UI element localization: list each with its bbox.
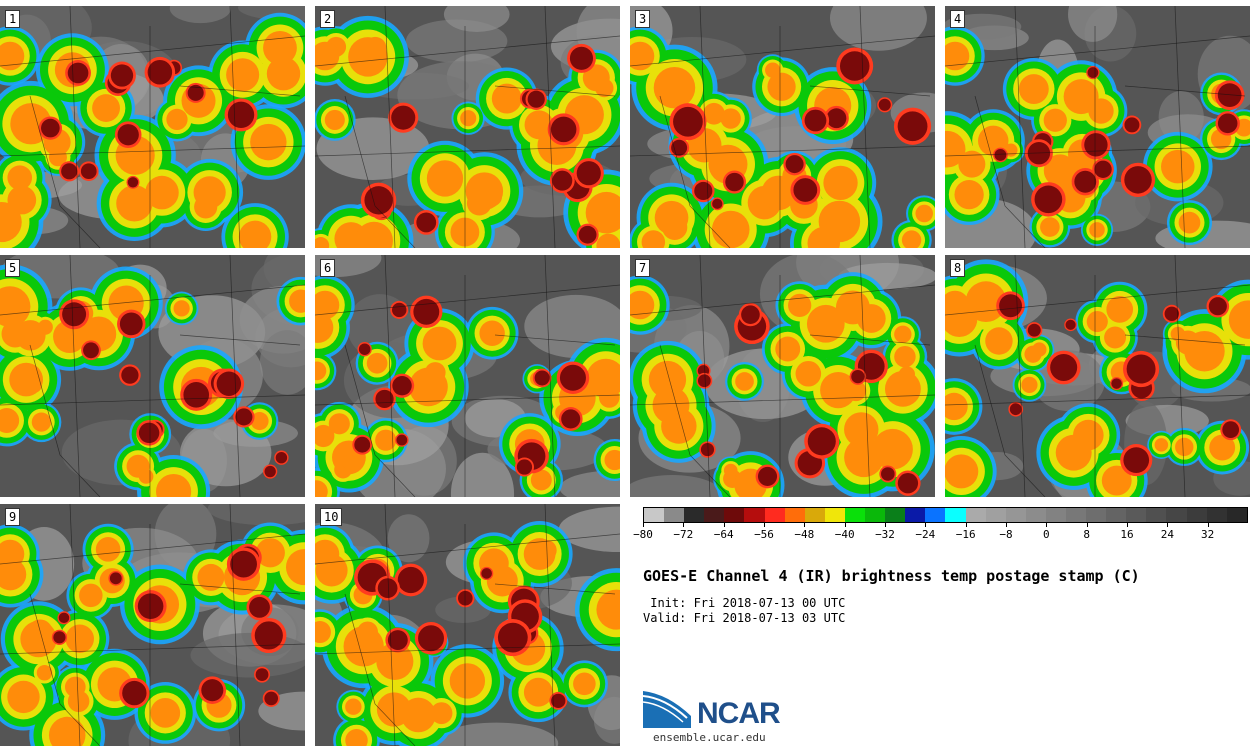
colorbar-segment [945, 508, 966, 522]
colorbar-segment [804, 508, 825, 522]
colorbar-tick [764, 523, 765, 527]
colorbar-tick-label: 32 [1201, 528, 1215, 541]
ir-satellite-map [0, 6, 305, 248]
colorbar-tick-label: −64 [713, 528, 734, 541]
colorbar-tick [844, 523, 846, 527]
colorbar-tick-label: −48 [794, 528, 815, 541]
colorbar-tick-label: −24 [915, 528, 936, 541]
colorbar-segment [1045, 508, 1066, 522]
ir-satellite-map [630, 6, 935, 248]
member-number-label: 10 [320, 508, 343, 526]
colorbar-tick [1207, 523, 1209, 527]
colorbar-segment [905, 508, 926, 522]
colorbar-tick [1127, 523, 1128, 527]
colorbar-tick [804, 523, 806, 527]
ensemble-member-panel: 5 [0, 255, 305, 497]
member-number-label: 1 [5, 10, 21, 28]
colorbar-segment [925, 508, 946, 522]
ensemble-member-panel: 7 [630, 255, 935, 497]
colorbar-segment [764, 508, 785, 522]
colorbar-segment [985, 508, 1006, 522]
colorbar-tick-label: −72 [673, 528, 694, 541]
site-url: ensemble.ucar.edu [653, 731, 766, 744]
ir-satellite-map [0, 504, 305, 746]
colorbar-ticks: −80 −72 −64 −56 −48 −40 −32 −24 −16 −8 0 8 16 24 32 [633, 523, 1248, 543]
colorbar-tick-label: −56 [754, 528, 774, 541]
ensemble-member-panel: 9 [0, 504, 305, 746]
temperature-colorbar [643, 507, 1248, 523]
colorbar-tick-label: −80 [633, 528, 653, 541]
member-number-label: 8 [950, 259, 966, 277]
colorbar-tick-label: −16 [955, 528, 976, 541]
member-number-label: 4 [950, 10, 966, 28]
colorbar-tick [925, 523, 927, 527]
colorbar-segment [1106, 508, 1127, 522]
ir-satellite-map [315, 255, 620, 497]
colorbar-segment [1206, 508, 1227, 522]
colorbar-segment [965, 508, 986, 522]
colorbar-tick [643, 523, 644, 527]
ensemble-member-panel: 10 [315, 504, 620, 746]
colorbar-tick [1046, 523, 1048, 527]
colorbar-segment [1005, 508, 1026, 522]
ncar-logo-swoosh-icon [643, 691, 691, 728]
ensemble-member-panel: 8 [945, 255, 1250, 497]
colorbar-segment [1226, 508, 1247, 522]
colorbar-tick-label: 8 [1083, 528, 1090, 541]
colorbar-tick-label: 24 [1160, 528, 1174, 541]
colorbar-segment [704, 508, 725, 522]
ir-satellite-map [315, 504, 620, 746]
colorbar-segment [1086, 508, 1107, 522]
colorbar-tick-label: 0 [1043, 528, 1050, 541]
member-number-label: 2 [320, 10, 336, 28]
ir-satellite-map [945, 255, 1250, 497]
colorbar-segment [844, 508, 866, 522]
colorbar-segment [865, 508, 886, 522]
figure-title: GOES-E Channel 4 (IR) brightness temp po… [643, 567, 1140, 585]
member-number-label: 5 [5, 259, 21, 277]
member-number-label: 9 [5, 508, 21, 526]
colorbar-tick-label: −40 [834, 528, 855, 541]
ir-satellite-map [315, 6, 620, 248]
ir-satellite-map [945, 6, 1250, 248]
colorbar-tick [683, 523, 685, 527]
colorbar-segment [784, 508, 805, 522]
colorbar-tick [885, 523, 886, 527]
colorbar-tick-label: −8 [999, 528, 1013, 541]
colorbar-tick [723, 523, 725, 527]
colorbar-segment [724, 508, 745, 522]
colorbar-segment [824, 508, 845, 522]
ensemble-member-panel: 2 [315, 6, 620, 248]
colorbar-segment [885, 508, 906, 522]
ensemble-member-panel: 3 [630, 6, 935, 248]
colorbar-segment [1065, 508, 1087, 522]
colorbar-segment [664, 508, 685, 522]
colorbar-tick-label: −32 [875, 528, 895, 541]
colorbar-segment [1146, 508, 1167, 522]
colorbar-segment [644, 508, 665, 522]
colorbar-tick [965, 523, 967, 527]
ir-satellite-map [630, 255, 935, 497]
colorbar-segment [1186, 508, 1207, 522]
colorbar-segment [1126, 508, 1147, 522]
colorbar-tick [1167, 523, 1169, 527]
ensemble-member-panel: 1 [0, 6, 305, 248]
colorbar-segment [684, 508, 705, 522]
member-number-label: 7 [635, 259, 651, 277]
colorbar-tick [1086, 523, 1088, 527]
colorbar-segment [1025, 508, 1046, 522]
colorbar-tick [1006, 523, 1007, 527]
ncar-logo-text: NCAR [697, 697, 781, 730]
ir-satellite-map [0, 255, 305, 497]
member-number-label: 3 [635, 10, 651, 28]
member-number-label: 6 [320, 259, 336, 277]
init-time: Init: Fri 2018-07-13 00 UTC [643, 596, 846, 610]
colorbar-segment [744, 508, 765, 522]
valid-time: Valid: Fri 2018-07-13 03 UTC [643, 611, 846, 625]
ensemble-member-panel: 6 [315, 255, 620, 497]
colorbar-tick-label: 16 [1120, 528, 1134, 541]
colorbar-segment [1166, 508, 1187, 522]
ensemble-member-panel: 4 [945, 6, 1250, 248]
